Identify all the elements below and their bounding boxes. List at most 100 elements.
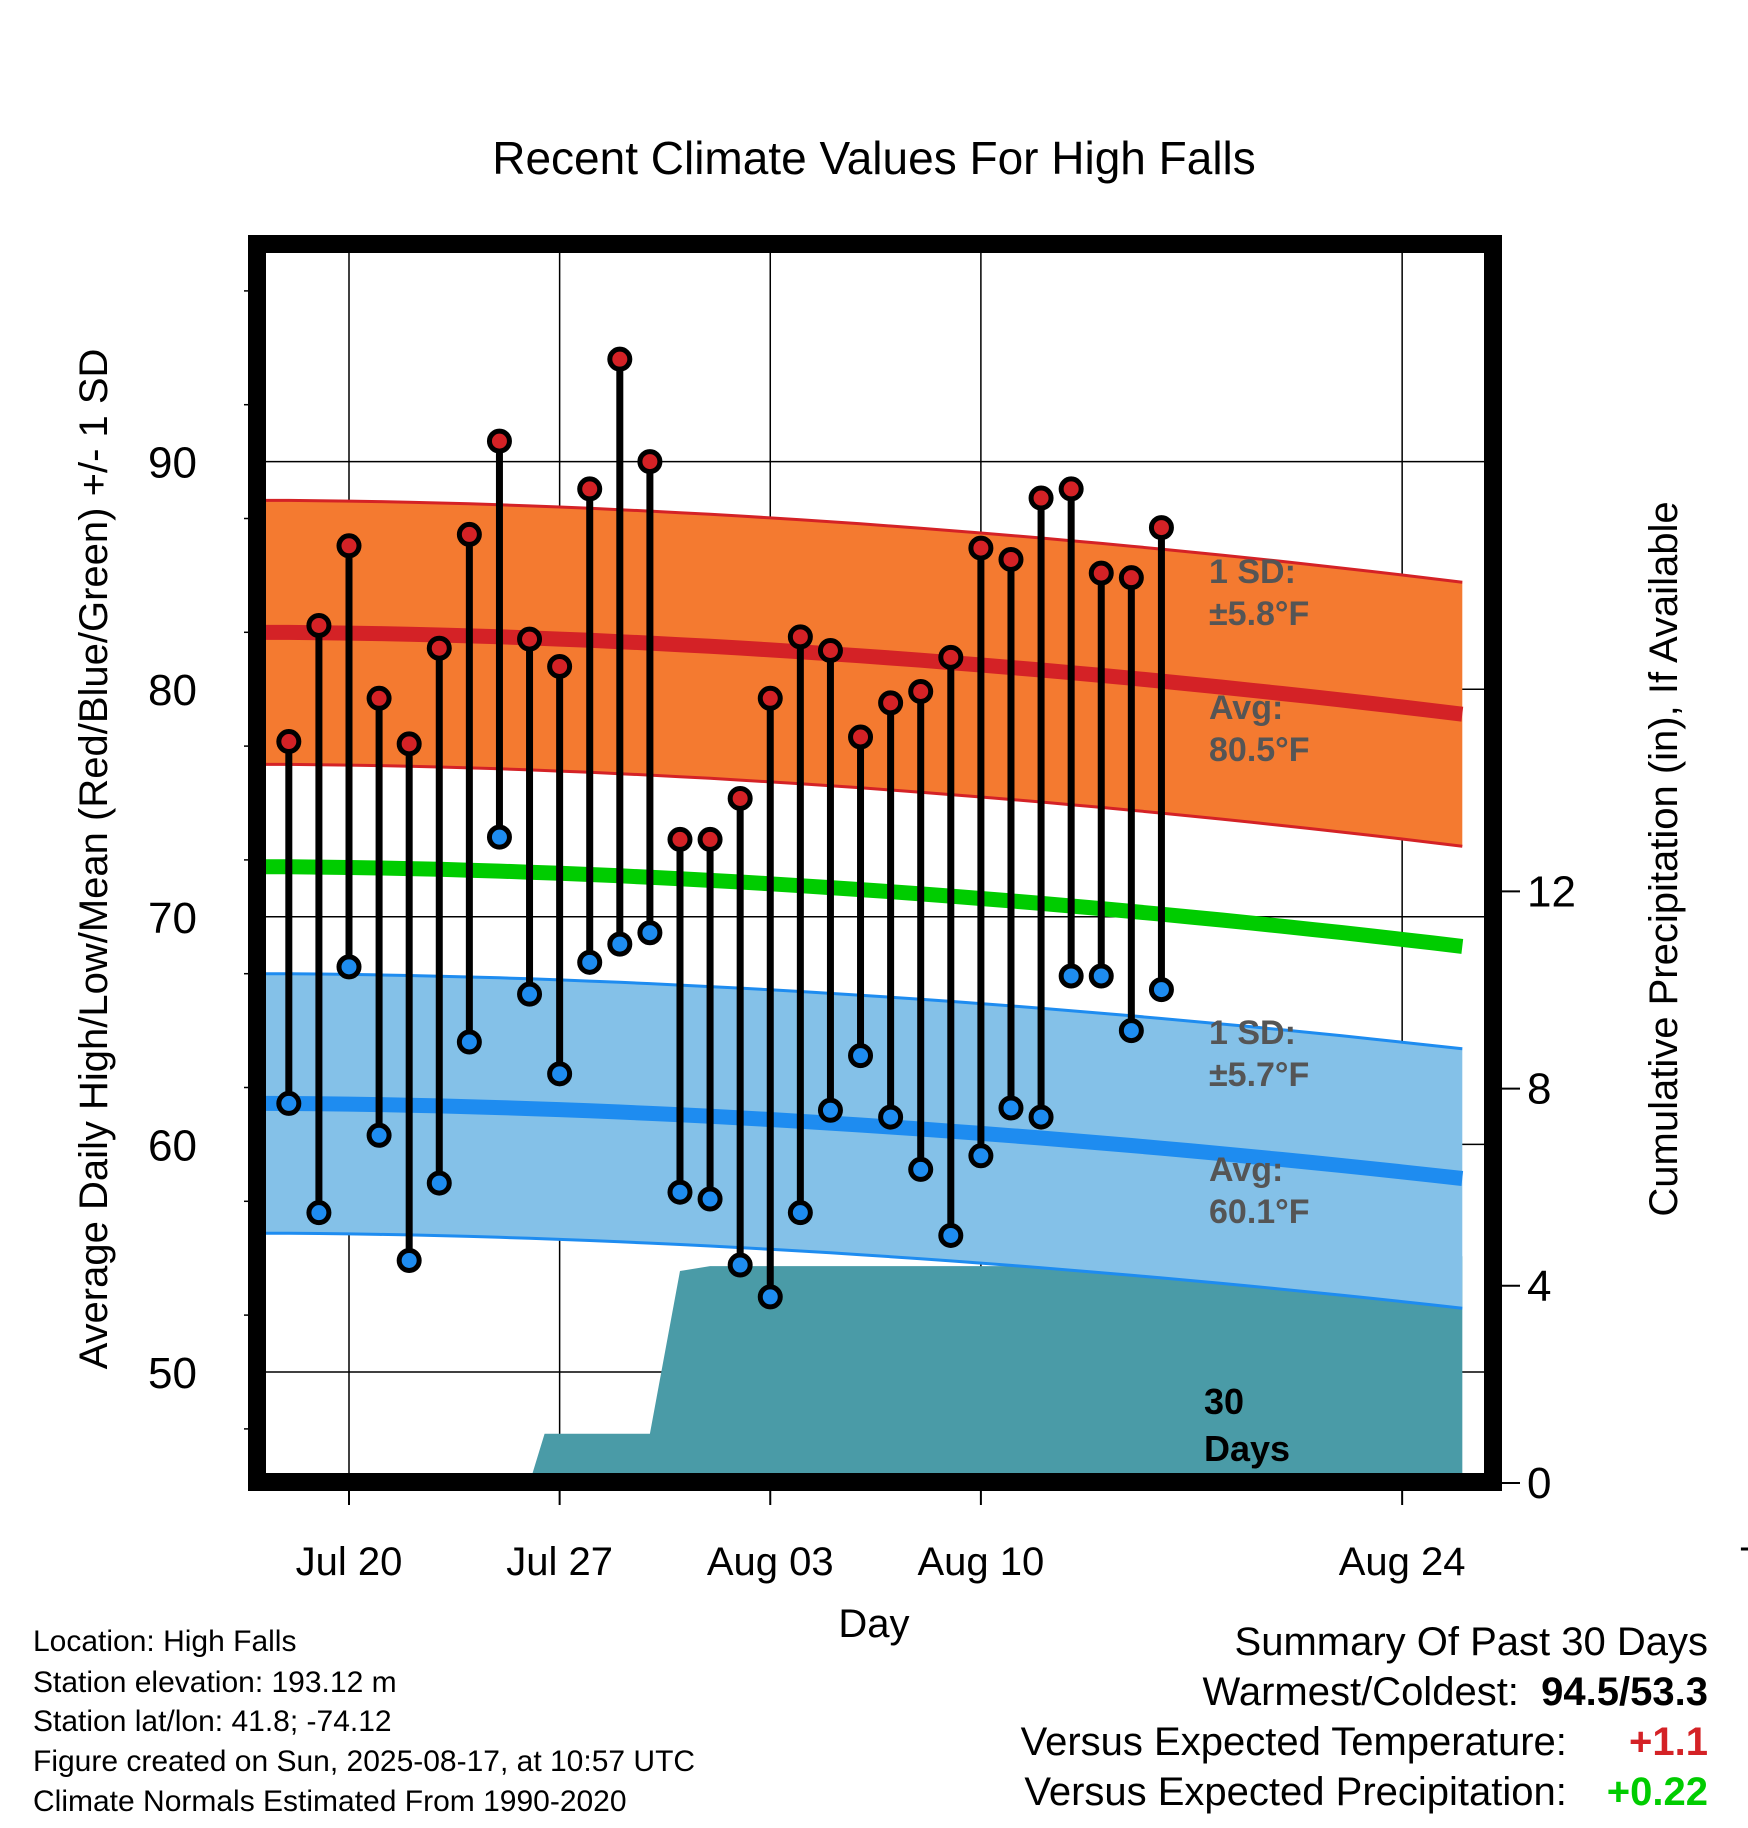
days-count-label: 30 xyxy=(1204,1381,1244,1422)
daily-low-point xyxy=(787,1200,813,1226)
daily-high-point xyxy=(727,785,753,811)
daily-low-point xyxy=(878,1104,904,1130)
daily-high-point xyxy=(607,346,633,372)
daily-low-point xyxy=(396,1247,422,1273)
daily-high-point xyxy=(1148,515,1174,541)
chart-title: Recent Climate Values For High Falls xyxy=(492,132,1256,184)
daily-high-point xyxy=(998,546,1024,572)
daily-high-point xyxy=(486,428,512,454)
high-avg-label: Avg: xyxy=(1209,689,1283,727)
info-normals: Climate Normals Estimated From 1990-2020 xyxy=(33,1785,627,1818)
high-sd-label: 1 SD: xyxy=(1209,553,1296,591)
daily-high-point xyxy=(517,626,543,652)
daily-high-point xyxy=(908,678,934,704)
daily-low-point xyxy=(817,1097,843,1123)
info-location: Location: High Falls xyxy=(33,1625,297,1658)
daily-low-point xyxy=(607,931,633,957)
high-avg-value: 80.5°F xyxy=(1209,731,1310,769)
plot-frame xyxy=(248,235,1502,1491)
daily-low-point xyxy=(336,954,362,980)
daily-low-point xyxy=(968,1143,994,1169)
daily-high-point xyxy=(667,826,693,852)
summary-precipitation: Versus Expected Precipitation: +0.22 xyxy=(1024,1770,1708,1815)
daily-low-point xyxy=(697,1186,723,1212)
low-band-lower xyxy=(264,1231,1463,1310)
x-tick-label: Jul 20 xyxy=(296,1540,403,1584)
low-avg-value: 60.1°F xyxy=(1209,1193,1310,1231)
summary-title: Summary Of Past 30 Days xyxy=(1234,1620,1708,1664)
y2-axis-label: Cumulative Precipitation (in), If Availa… xyxy=(1642,501,1686,1216)
low-band xyxy=(264,973,1463,1309)
daily-high-point xyxy=(1088,560,1114,586)
temp-label: Versus Expected Temperature: xyxy=(1020,1720,1567,1764)
daily-high-point xyxy=(1028,485,1054,511)
daily-low-point xyxy=(848,1043,874,1069)
info-created: Figure created on Sun, 2025-08-17, at 10… xyxy=(33,1745,696,1778)
summary-temperature: Versus Expected Temperature: +1.1 xyxy=(1021,1720,1708,1765)
daily-high-point xyxy=(306,612,332,638)
daily-high-point xyxy=(848,724,874,750)
daily-low-point xyxy=(456,1029,482,1055)
daily-high-point xyxy=(1118,565,1144,591)
y2-tick-label: 8 xyxy=(1527,1065,1551,1114)
daily-low-point xyxy=(908,1156,934,1182)
daily-high-point xyxy=(968,535,994,561)
y-tick-label: 70 xyxy=(148,894,197,943)
daily-high-point xyxy=(1058,476,1084,502)
temp-value: +1.1 xyxy=(1629,1720,1708,1764)
daily-high-point xyxy=(637,449,663,475)
daily-low-point xyxy=(547,1061,573,1087)
daily-low-point xyxy=(998,1095,1024,1121)
daily-high-point xyxy=(396,731,422,757)
daily-low-point xyxy=(486,824,512,850)
low-sd-value: ±5.7°F xyxy=(1209,1056,1309,1094)
daily-high-point xyxy=(938,644,964,670)
high-band-upper xyxy=(264,498,1463,584)
y-tick-label: 90 xyxy=(148,439,197,488)
x-tick-label: Aug 03 xyxy=(707,1540,834,1584)
precip-label: Versus Expected Precipitation: xyxy=(1024,1770,1567,1814)
days-word-label: Days xyxy=(1204,1428,1290,1469)
daily-high-point xyxy=(456,521,482,547)
daily-high-point xyxy=(817,638,843,664)
warmest-value: 94.5 xyxy=(1541,1670,1620,1714)
annotations: 1 SD: ±5.8°F Avg: 80.5°F 1 SD: ±5.7°F Avg: 60.1… xyxy=(1204,553,1310,1469)
daily-low-point xyxy=(1088,963,1114,989)
y-axis-label: Average Daily High/Low/Mean (Red/Blue/Gr… xyxy=(72,349,116,1370)
daily-low-point xyxy=(1148,977,1174,1003)
y2-tick-label: 0 xyxy=(1527,1459,1551,1508)
daily-low-point xyxy=(366,1122,392,1148)
x-axis-label: Day xyxy=(838,1602,909,1646)
warm-cold-label: Warmest/Coldest: xyxy=(1202,1670,1519,1714)
y-tick-label: 80 xyxy=(148,666,197,715)
daily-high-point xyxy=(878,690,904,716)
y-tick-label: 60 xyxy=(148,1121,197,1170)
daily-low-point xyxy=(426,1170,452,1196)
daily-low-point xyxy=(1028,1104,1054,1130)
daily-low-point xyxy=(517,981,543,1007)
daily-high-point xyxy=(336,533,362,559)
coldest-value: 53.3 xyxy=(1630,1670,1708,1714)
x-tick-label: Today xyxy=(1740,1540,1748,1584)
info-elevation: Station elevation: 193.12 m xyxy=(33,1666,397,1699)
precip-value: +0.22 xyxy=(1606,1770,1708,1814)
daily-high-point xyxy=(577,476,603,502)
daily-low-point xyxy=(276,1090,302,1116)
daily-high-point xyxy=(757,685,783,711)
x-tick-label: Jul 27 xyxy=(506,1540,613,1584)
x-tick-label: Aug 24 xyxy=(1339,1540,1466,1584)
daily-high-point xyxy=(697,826,723,852)
daily-low-point xyxy=(727,1252,753,1278)
daily-series xyxy=(276,346,1174,1310)
x-tick-label: Aug 10 xyxy=(917,1540,1044,1584)
low-normal-line xyxy=(264,1095,1464,1186)
daily-low-point xyxy=(637,920,663,946)
daily-high-point xyxy=(366,685,392,711)
daily-low-point xyxy=(757,1284,783,1310)
daily-high-point xyxy=(547,653,573,679)
low-sd-label: 1 SD: xyxy=(1209,1014,1296,1052)
info-latlon: Station lat/lon: 41.8; -74.12 xyxy=(33,1705,392,1738)
y2-tick-label: 4 xyxy=(1527,1262,1551,1311)
high-normal-line xyxy=(264,624,1464,722)
